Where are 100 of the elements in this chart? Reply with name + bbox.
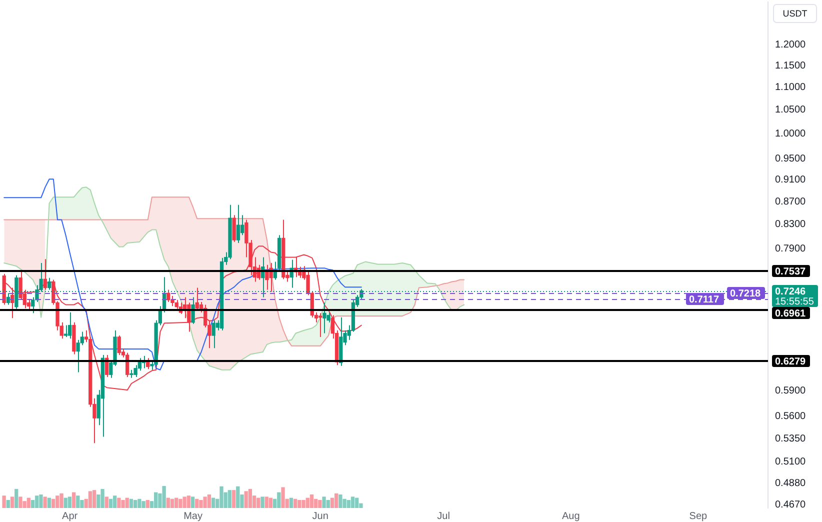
y-tick-label: 0.5350 xyxy=(775,433,806,444)
x-tick-label: Apr xyxy=(62,510,78,522)
ref-line-label: 0.6961 xyxy=(775,308,806,320)
y-axis-title: USDT xyxy=(782,8,808,18)
bar xyxy=(138,498,142,508)
bar xyxy=(260,496,264,508)
bar xyxy=(322,496,326,508)
y-tick-label: 1.2000 xyxy=(775,40,806,51)
bar xyxy=(64,498,68,508)
bar xyxy=(294,498,298,508)
bar xyxy=(18,496,22,508)
bar xyxy=(121,500,125,508)
bar xyxy=(355,498,359,508)
bar xyxy=(76,496,80,508)
bar xyxy=(30,500,35,508)
bar xyxy=(51,498,56,508)
bar xyxy=(108,498,113,508)
bar xyxy=(236,486,240,508)
bar xyxy=(14,488,18,508)
bar xyxy=(186,496,191,508)
x-tick-label: Jul xyxy=(437,510,450,522)
bar xyxy=(310,494,314,508)
y-tick-label: 0.9500 xyxy=(775,153,806,164)
bar xyxy=(232,490,236,508)
text: 15:55:55 xyxy=(775,296,814,308)
y-tick-label: 1.1000 xyxy=(775,82,806,93)
x-tick-label: May xyxy=(184,510,202,522)
bar xyxy=(162,486,166,508)
bar xyxy=(268,498,273,508)
bar xyxy=(248,488,252,508)
bar xyxy=(113,496,117,508)
bar xyxy=(350,496,355,508)
y-tick-label: 1.0500 xyxy=(775,104,806,116)
ref-line-label: 0.7537 xyxy=(775,266,806,278)
bar xyxy=(346,500,351,508)
ref-line-label: 0.7218 xyxy=(730,288,762,300)
bar xyxy=(190,496,195,508)
y-tick-label: 0.5900 xyxy=(775,386,806,397)
bar xyxy=(174,498,178,508)
bar xyxy=(88,491,92,508)
bar xyxy=(166,498,170,508)
bar xyxy=(264,496,268,508)
bar xyxy=(326,500,330,508)
bar xyxy=(6,500,10,508)
bar xyxy=(154,492,158,508)
bar xyxy=(68,496,72,508)
y-tick-label: 1.1500 xyxy=(775,60,806,72)
bar xyxy=(92,490,96,508)
bar xyxy=(228,490,232,508)
bar xyxy=(170,498,174,508)
bar xyxy=(2,496,6,508)
bar xyxy=(47,498,52,508)
bar xyxy=(342,498,346,508)
bar xyxy=(60,493,64,508)
x-tick-label: Jun xyxy=(312,510,328,522)
bar xyxy=(203,496,207,508)
bar xyxy=(43,496,47,508)
bar xyxy=(330,498,334,508)
bar xyxy=(178,498,182,508)
bar xyxy=(256,498,260,508)
bar xyxy=(182,496,186,508)
bar xyxy=(146,500,150,508)
bar xyxy=(10,496,14,508)
ref-line-label: 0.7246 xyxy=(775,286,806,298)
bar xyxy=(117,498,121,508)
bar xyxy=(129,498,134,508)
bar xyxy=(338,494,342,508)
bar xyxy=(314,498,318,508)
y-tick-label: 0.8700 xyxy=(775,196,806,208)
y-tick-label: 0.7900 xyxy=(775,243,806,254)
bar xyxy=(220,486,224,508)
bar xyxy=(35,496,39,508)
bar xyxy=(207,494,212,508)
y-tick-label: 0.8300 xyxy=(775,219,806,230)
bar xyxy=(26,498,31,508)
bar xyxy=(199,500,203,508)
bar xyxy=(134,500,138,508)
bar xyxy=(100,488,104,508)
bar xyxy=(125,498,129,508)
x-tick-label: Sep xyxy=(689,510,708,522)
y-tick-label: 0.5600 xyxy=(775,411,806,422)
bar xyxy=(306,498,310,508)
bar xyxy=(277,492,281,508)
y-tick-label: 0.4670 xyxy=(775,500,806,511)
bar xyxy=(244,491,248,508)
bar xyxy=(318,500,322,508)
bar xyxy=(39,494,43,508)
bar xyxy=(211,498,216,508)
ref-line-label: 0.6279 xyxy=(775,356,806,368)
bar xyxy=(142,501,146,508)
bar xyxy=(56,496,60,508)
bar xyxy=(298,500,302,508)
y-tick-label: 1.0000 xyxy=(775,128,806,140)
bar xyxy=(195,498,199,508)
bar xyxy=(334,493,338,508)
y-tick-label: 0.5100 xyxy=(775,456,806,468)
bar xyxy=(80,500,84,508)
bar xyxy=(289,498,294,508)
bar xyxy=(302,500,306,508)
x-tick-label: Aug xyxy=(562,510,580,522)
